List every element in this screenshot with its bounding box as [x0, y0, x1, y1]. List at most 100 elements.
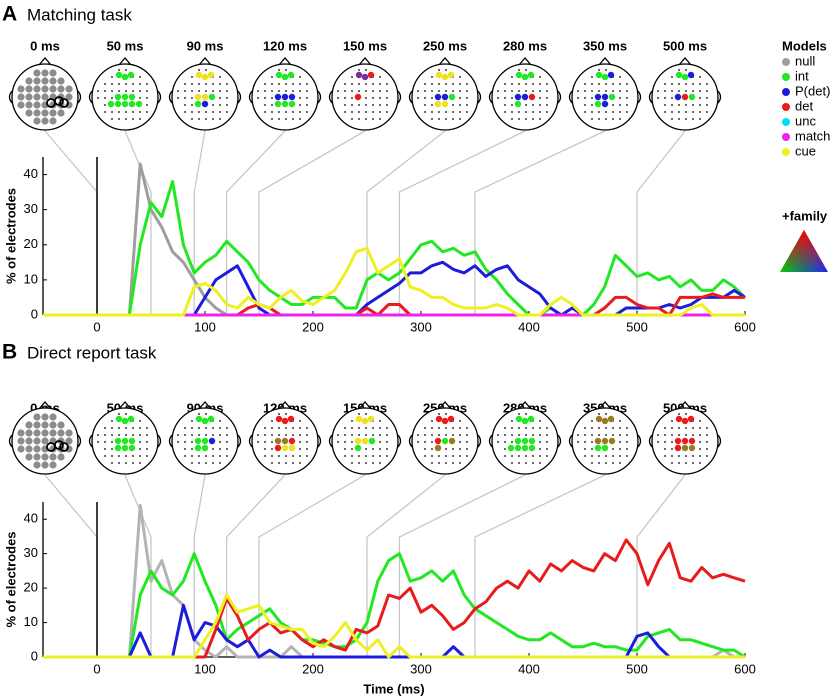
electrode-active — [275, 71, 283, 79]
electrode — [41, 93, 49, 101]
electrode — [212, 462, 214, 464]
electrode — [699, 462, 701, 464]
electrode-active — [114, 437, 122, 445]
electrode — [386, 455, 388, 457]
electrode — [351, 118, 353, 120]
electrode — [532, 111, 534, 113]
electrode — [264, 97, 266, 99]
electrode-active — [274, 100, 282, 108]
electrode — [511, 97, 513, 99]
electrode — [664, 83, 666, 85]
electrode-active — [434, 93, 442, 101]
electrode — [445, 118, 447, 120]
electrode-active — [594, 100, 602, 108]
electrode — [532, 462, 534, 464]
electrode — [111, 83, 113, 85]
electrode — [379, 441, 381, 443]
electrode — [539, 462, 541, 464]
electrode — [97, 97, 99, 99]
topomap-time: 0 ms — [30, 38, 60, 53]
electrode — [706, 448, 708, 450]
head-nose — [358, 401, 372, 410]
electrode-active — [367, 415, 375, 423]
legend-swatch — [782, 103, 790, 111]
electrode — [619, 97, 621, 99]
topomap-time: 150 ms — [343, 38, 387, 53]
head-nose — [678, 401, 692, 410]
electrode — [205, 69, 207, 71]
series-line — [43, 593, 745, 659]
electrode — [344, 455, 346, 457]
topomap-connector — [474, 130, 606, 315]
electrode — [139, 448, 141, 450]
electrode — [699, 90, 701, 92]
electrode-active — [121, 100, 129, 108]
electrode — [125, 434, 127, 436]
electrode-active — [681, 437, 689, 445]
electrode — [452, 90, 454, 92]
electrode — [598, 118, 600, 120]
electrode — [191, 462, 193, 464]
electrode — [591, 90, 593, 92]
electrode — [41, 421, 49, 429]
electrode — [511, 83, 513, 85]
electrode — [285, 462, 287, 464]
electrode — [671, 434, 673, 436]
electrode — [132, 83, 134, 85]
electrode — [445, 90, 447, 92]
electrode — [111, 76, 113, 78]
electrode — [518, 111, 520, 113]
electrode — [546, 448, 548, 450]
electrode — [132, 434, 134, 436]
electrode — [692, 427, 694, 429]
electrode — [445, 434, 447, 436]
electrode-active — [675, 415, 683, 423]
electrode — [219, 427, 221, 429]
electrode — [17, 437, 25, 445]
electrode — [97, 90, 99, 92]
electrode — [264, 111, 266, 113]
electrode-active — [194, 93, 202, 101]
electrode — [379, 76, 381, 78]
electrode — [438, 111, 440, 113]
electrode — [525, 413, 527, 415]
electrode — [271, 462, 273, 464]
legend-swatch — [782, 73, 790, 81]
electrode-active — [368, 437, 376, 445]
electrode — [351, 111, 353, 113]
y-tick-label: 0 — [31, 648, 38, 663]
electrode — [532, 83, 534, 85]
electrode — [104, 427, 106, 429]
electrode — [292, 90, 294, 92]
electrode — [584, 434, 586, 436]
electrode-active — [275, 415, 283, 423]
electrode — [685, 90, 687, 92]
electrode — [125, 413, 127, 415]
topomap-connector — [124, 474, 152, 657]
electrode-active — [601, 73, 609, 81]
electrode-ring — [54, 96, 64, 106]
electrode — [678, 455, 680, 457]
electrode — [671, 462, 673, 464]
electrode — [445, 69, 447, 71]
electrode — [664, 90, 666, 92]
electrode-active — [201, 437, 209, 445]
electrode — [365, 104, 367, 106]
electrode-active — [354, 437, 362, 445]
electrode-active — [288, 444, 296, 452]
electrode-active — [288, 93, 296, 101]
electrode — [518, 455, 520, 457]
electrode — [358, 455, 360, 457]
electrode — [706, 441, 708, 443]
electrode — [657, 90, 659, 92]
electrode — [525, 427, 527, 429]
electrode — [219, 448, 221, 450]
electrode-active — [361, 437, 369, 445]
electrode — [285, 434, 287, 436]
electrode — [25, 429, 33, 437]
electrode — [111, 118, 113, 120]
legend-label: unc — [795, 113, 816, 128]
electrode-active — [288, 437, 296, 445]
electrode — [591, 111, 593, 113]
electrode — [278, 427, 280, 429]
